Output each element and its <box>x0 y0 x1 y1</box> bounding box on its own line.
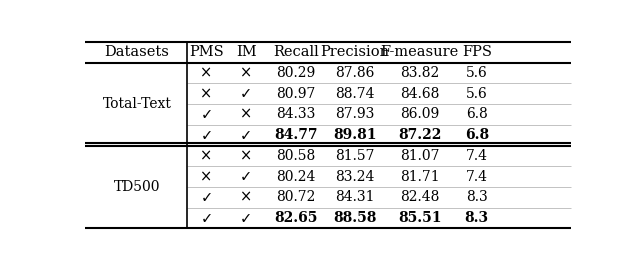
Text: Recall: Recall <box>273 45 319 59</box>
Text: 85.51: 85.51 <box>398 211 442 225</box>
Text: 81.71: 81.71 <box>400 170 440 184</box>
Text: 83.24: 83.24 <box>335 170 375 184</box>
Text: ✓: ✓ <box>200 190 212 205</box>
Text: 87.22: 87.22 <box>398 128 442 142</box>
Text: 7.4: 7.4 <box>466 149 488 163</box>
Text: ✓: ✓ <box>240 211 252 226</box>
Text: 7.4: 7.4 <box>466 170 488 184</box>
Text: 89.81: 89.81 <box>333 128 377 142</box>
Text: ×: × <box>240 66 252 81</box>
Text: PMS: PMS <box>189 45 224 59</box>
Text: ×: × <box>200 169 212 184</box>
Text: 81.07: 81.07 <box>400 149 440 163</box>
Text: 6.8: 6.8 <box>465 128 489 142</box>
Text: 80.24: 80.24 <box>276 170 316 184</box>
Text: 88.58: 88.58 <box>333 211 377 225</box>
Text: 6.8: 6.8 <box>466 108 488 121</box>
Text: ×: × <box>240 107 252 122</box>
Text: 84.77: 84.77 <box>274 128 317 142</box>
Text: TD500: TD500 <box>114 180 160 194</box>
Text: Total-Text: Total-Text <box>102 97 172 111</box>
Text: ✓: ✓ <box>200 211 212 226</box>
Text: Precision: Precision <box>321 45 390 59</box>
Text: ✓: ✓ <box>240 86 252 101</box>
Text: 87.93: 87.93 <box>335 108 375 121</box>
Text: ✓: ✓ <box>240 169 252 184</box>
Text: ✓: ✓ <box>200 107 212 122</box>
Text: 8.3: 8.3 <box>465 211 489 225</box>
Text: 84.33: 84.33 <box>276 108 316 121</box>
Text: 80.58: 80.58 <box>276 149 316 163</box>
Text: 80.97: 80.97 <box>276 87 316 101</box>
Text: ✓: ✓ <box>200 128 212 143</box>
Text: 82.48: 82.48 <box>400 190 440 204</box>
Text: ×: × <box>200 148 212 163</box>
Text: ✓: ✓ <box>240 128 252 143</box>
Text: 5.6: 5.6 <box>466 66 488 80</box>
Text: ×: × <box>200 66 212 81</box>
Text: 88.74: 88.74 <box>335 87 375 101</box>
Text: 84.68: 84.68 <box>400 87 440 101</box>
Text: ×: × <box>200 86 212 101</box>
Text: 80.72: 80.72 <box>276 190 316 204</box>
Text: 5.6: 5.6 <box>466 87 488 101</box>
Text: 86.09: 86.09 <box>400 108 440 121</box>
Text: F-measure: F-measure <box>381 45 459 59</box>
Text: IM: IM <box>236 45 257 59</box>
Text: 83.82: 83.82 <box>400 66 440 80</box>
Text: FPS: FPS <box>462 45 492 59</box>
Text: 84.31: 84.31 <box>335 190 375 204</box>
Text: 81.57: 81.57 <box>335 149 375 163</box>
Text: Datasets: Datasets <box>104 45 170 59</box>
Text: ×: × <box>240 148 252 163</box>
Text: ×: × <box>240 190 252 205</box>
Text: 8.3: 8.3 <box>466 190 488 204</box>
Text: 80.29: 80.29 <box>276 66 316 80</box>
Text: 82.65: 82.65 <box>274 211 317 225</box>
Text: 87.86: 87.86 <box>335 66 375 80</box>
